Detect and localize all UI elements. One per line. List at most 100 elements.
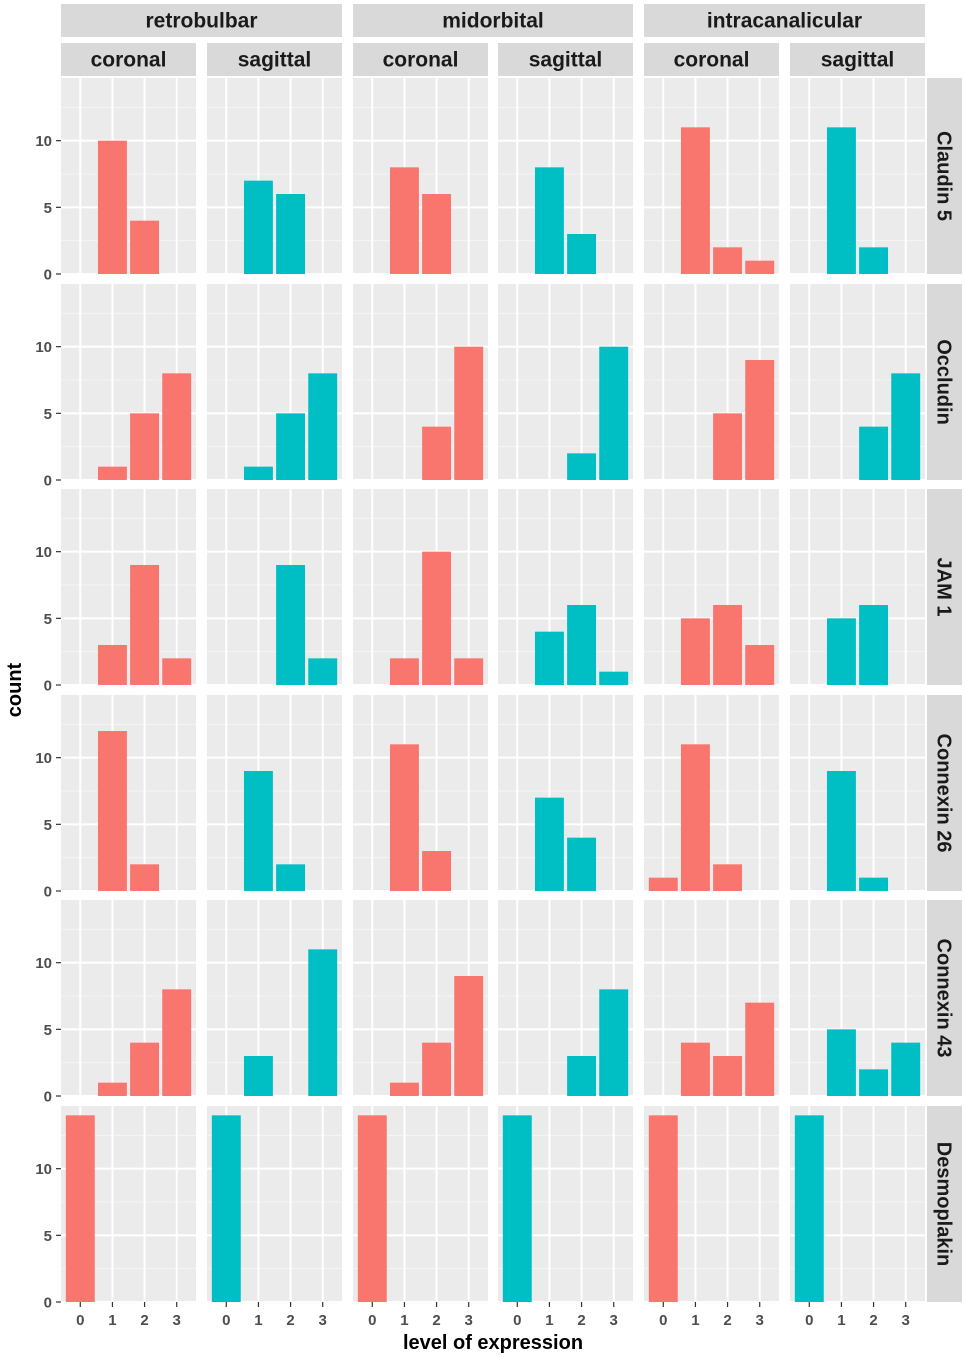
bar — [389, 744, 419, 891]
panel-background — [790, 489, 925, 685]
panel-r2-c0 — [61, 489, 196, 686]
panel-r0-c4 — [644, 78, 779, 275]
panel-r4-c4 — [644, 900, 779, 1097]
strip-protein-label: Connexin 43 — [933, 939, 955, 1058]
x-tick-label: 1 — [837, 1312, 845, 1329]
x-tick-label: 0 — [76, 1312, 84, 1329]
bar — [422, 851, 452, 891]
panel-r5-c5 — [790, 1106, 925, 1303]
bar — [599, 989, 629, 1096]
y-tick-label: 10 — [35, 750, 52, 767]
panel-background — [207, 78, 342, 274]
bar — [826, 1029, 856, 1096]
x-tick-label: 0 — [659, 1312, 667, 1329]
bar — [162, 373, 192, 480]
strip-protein-5 — [927, 1106, 962, 1302]
strip-protein-label: Occludin — [933, 339, 955, 425]
bar — [713, 247, 743, 274]
bar — [567, 1056, 597, 1096]
strip-orientation-label: sagittal — [821, 49, 895, 72]
bar — [97, 466, 127, 480]
bar — [243, 180, 273, 274]
panel-background — [644, 695, 779, 891]
bar — [422, 1042, 452, 1096]
panel-r4-c1 — [207, 900, 342, 1097]
y-tick-label: 5 — [44, 817, 52, 834]
panel-background — [498, 489, 633, 685]
x-tick-label: 3 — [173, 1312, 181, 1329]
strip-orientation-5 — [790, 43, 925, 76]
x-tick-label: 2 — [140, 1312, 148, 1329]
x-tick-label: 0 — [805, 1312, 813, 1329]
bar — [859, 1069, 889, 1096]
bar — [567, 837, 597, 891]
panel-r1-c3 — [498, 284, 633, 481]
bar — [97, 731, 127, 891]
bar — [891, 373, 921, 480]
panel-r3-c0 — [61, 695, 196, 892]
bar — [276, 565, 306, 685]
bar — [276, 864, 306, 891]
strip-orientation-label: sagittal — [238, 49, 312, 72]
panel-r3-c5 — [790, 695, 925, 892]
strip-orientation-2 — [353, 43, 488, 76]
bar — [599, 346, 629, 480]
x-tick-label: 2 — [432, 1312, 440, 1329]
panel-r3-c2 — [353, 695, 488, 892]
bar — [130, 864, 160, 891]
y-tick-label: 5 — [44, 406, 52, 423]
bar — [648, 877, 678, 891]
x-tick-label: 3 — [756, 1312, 764, 1329]
y-axis-title: count — [4, 662, 26, 717]
x-tick-label: 1 — [108, 1312, 116, 1329]
bar — [65, 1115, 95, 1302]
panel-r1-c0 — [61, 284, 196, 481]
panel-r0-c0 — [61, 78, 196, 275]
strip-location-label: intracanalicular — [707, 10, 862, 33]
strip-protein-label: Claudin 5 — [933, 131, 955, 221]
y-tick-label: 0 — [44, 1295, 52, 1312]
strip-protein-label: JAM 1 — [933, 558, 955, 617]
bar — [859, 426, 889, 480]
panel-r4-c0 — [61, 900, 196, 1097]
bar — [567, 453, 597, 480]
bar — [534, 797, 564, 891]
bar — [276, 413, 306, 480]
bar — [567, 234, 597, 274]
bar — [713, 1056, 743, 1096]
bar — [794, 1115, 824, 1302]
panel-r5-c0 — [61, 1106, 196, 1303]
bar — [680, 1042, 710, 1096]
bar — [502, 1115, 532, 1302]
x-tick-label: 0 — [368, 1312, 376, 1329]
strip-orientation-label: coronal — [383, 49, 459, 72]
x-tick-label: 1 — [545, 1312, 553, 1329]
bar — [97, 645, 127, 685]
panel-background — [644, 78, 779, 274]
bar — [745, 360, 775, 480]
x-tick-label: 2 — [577, 1312, 585, 1329]
panel-r3-c1 — [207, 695, 342, 892]
bar — [422, 194, 452, 274]
bar — [713, 413, 743, 480]
bar — [680, 127, 710, 274]
bar — [243, 771, 273, 891]
strip-protein-4 — [927, 900, 962, 1096]
strip-orientation-1 — [207, 43, 342, 76]
bar — [130, 565, 160, 685]
panel-background — [790, 695, 925, 891]
panel-r5-c2 — [353, 1106, 488, 1303]
strip-orientation-3 — [498, 43, 633, 76]
strip-location-label: midorbital — [442, 10, 544, 33]
y-tick-label: 0 — [44, 678, 52, 695]
panel-r2-c5 — [790, 489, 925, 686]
x-tick-label: 2 — [723, 1312, 731, 1329]
panel-background — [790, 78, 925, 274]
bar — [276, 194, 306, 274]
bar — [308, 373, 338, 480]
panel-r2-c2 — [353, 489, 488, 686]
strip-orientation-label: coronal — [91, 49, 167, 72]
y-tick-label: 5 — [44, 200, 52, 217]
panel-background — [61, 695, 196, 891]
